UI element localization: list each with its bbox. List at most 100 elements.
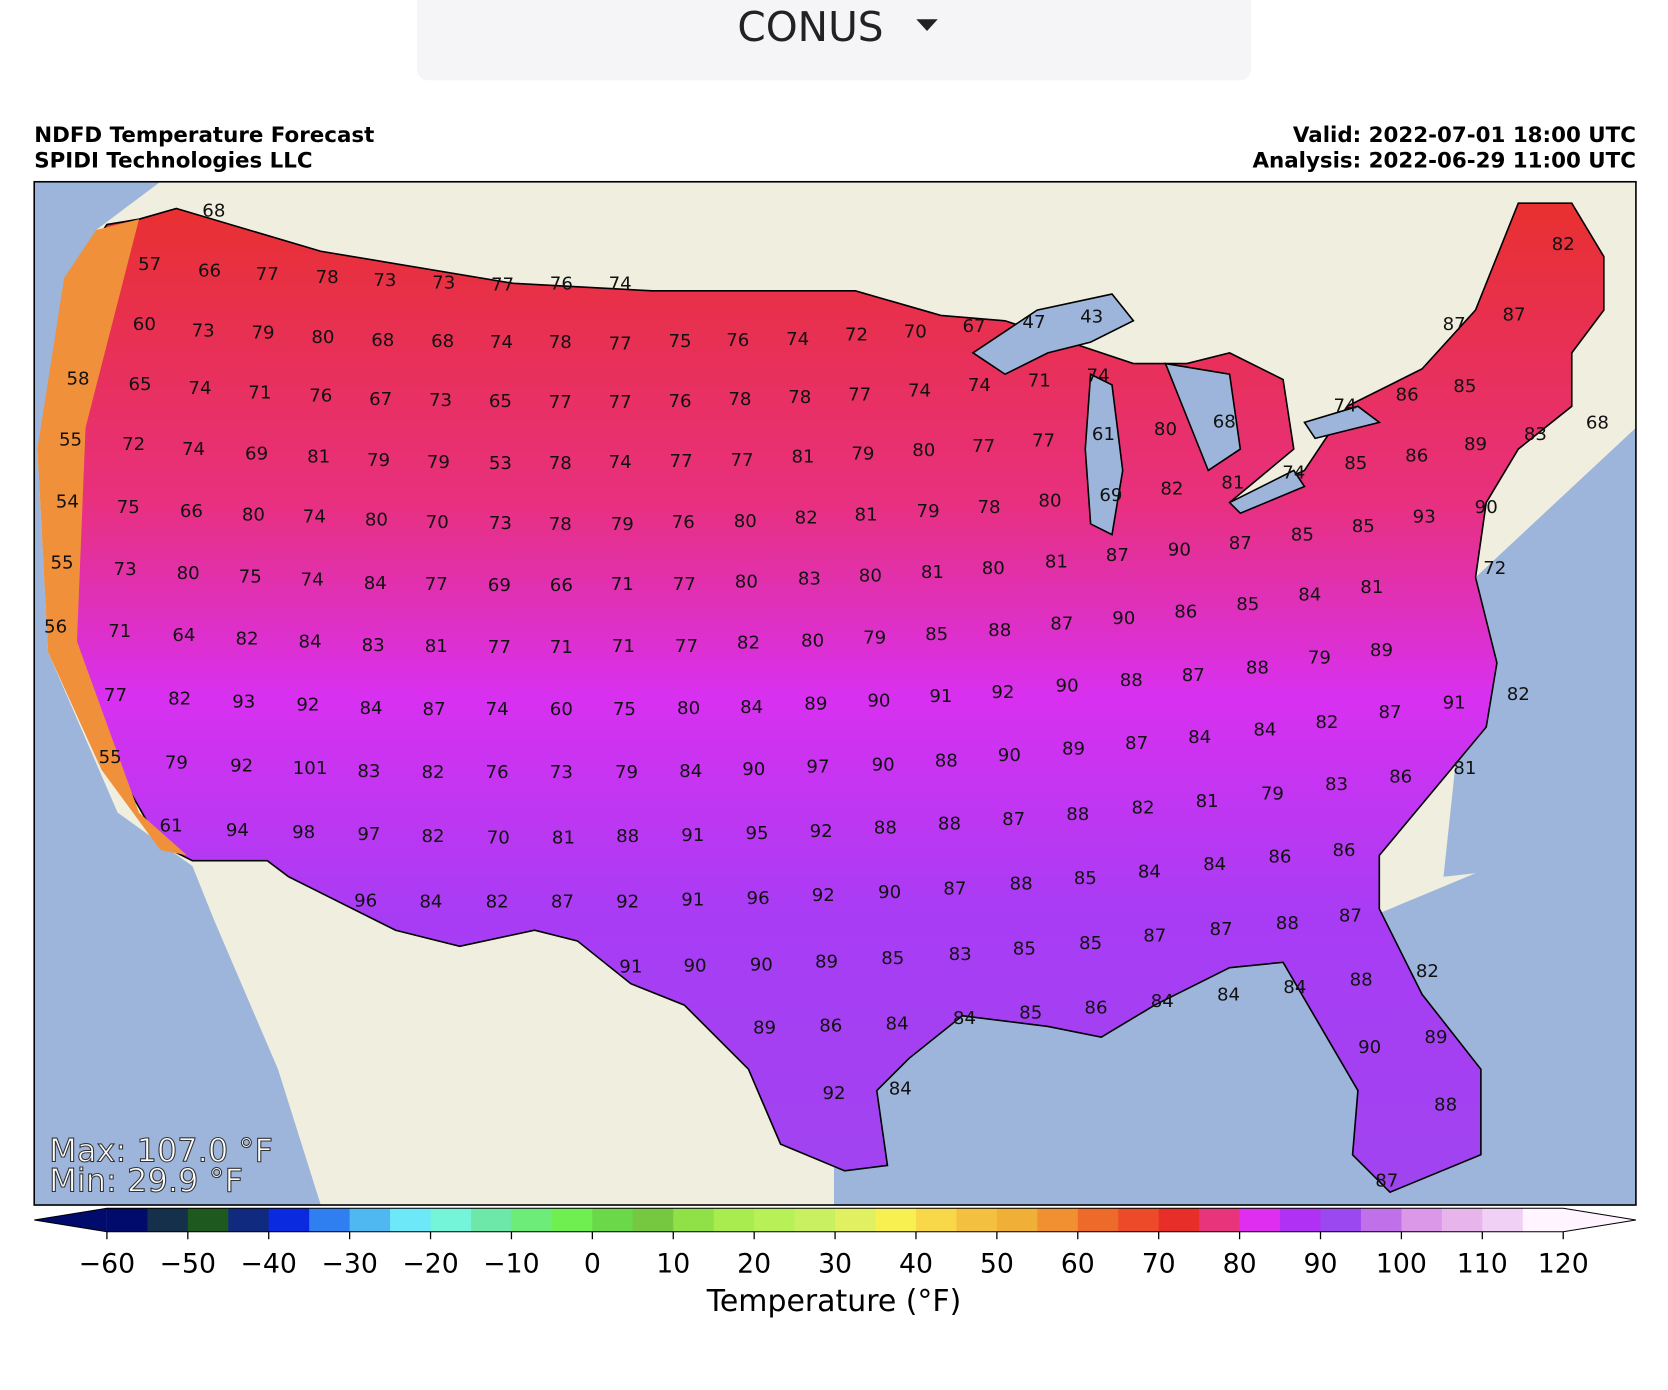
station-temp: 73 [550, 762, 573, 783]
color-bin [551, 1208, 593, 1232]
station-temp: 64 [172, 625, 195, 646]
station-temp: 84 [953, 1008, 976, 1029]
station-temp: 58 [66, 369, 89, 390]
color-bin [713, 1208, 755, 1232]
station-temp: 87 [1339, 905, 1362, 926]
color-bin [1482, 1208, 1524, 1232]
station-temp: 90 [1475, 497, 1498, 518]
station-temp: 87 [1502, 304, 1525, 325]
station-temp: 77 [549, 392, 572, 413]
station-temp: 81 [921, 562, 944, 583]
station-temp: 71 [248, 382, 271, 403]
station-temp: 85 [1079, 933, 1102, 954]
color-bin [228, 1208, 270, 1232]
station-temp: 74 [609, 452, 632, 473]
station-temp: 76 [726, 330, 749, 351]
station-temp: 79 [1308, 648, 1331, 669]
station-temp: 82 [486, 891, 509, 912]
color-bin [1077, 1208, 1119, 1232]
station-temp: 91 [681, 889, 704, 910]
station-temp: 74 [1087, 365, 1110, 386]
color-bin [187, 1208, 229, 1232]
station-temp: 73 [192, 320, 215, 341]
station-temp: 78 [977, 497, 1000, 518]
color-bin [268, 1208, 310, 1232]
color-bin [1280, 1208, 1322, 1232]
station-temp: 79 [851, 443, 874, 464]
station-temp: 55 [50, 552, 73, 573]
station-temp: 80 [1154, 419, 1177, 440]
station-temp: 79 [427, 452, 450, 473]
station-temp: 54 [56, 492, 79, 513]
station-temp: 74 [609, 273, 632, 294]
station-temp: 89 [1370, 640, 1393, 661]
color-bin [1522, 1208, 1564, 1232]
station-temp: 96 [354, 890, 377, 911]
station-temp: 61 [160, 816, 183, 837]
map-frame [33, 180, 1637, 1206]
station-temp: 74 [786, 329, 809, 350]
color-bin [1239, 1208, 1281, 1232]
tick-label: −20 [402, 1248, 458, 1279]
tick-label: 10 [656, 1248, 690, 1279]
station-temp: 90 [878, 882, 901, 903]
station-temp: 74 [182, 439, 205, 460]
station-temp: 77 [1032, 431, 1055, 452]
station-temp: 85 [1352, 516, 1375, 537]
station-temp: 87 [1375, 1170, 1398, 1191]
color-bin [1037, 1208, 1079, 1232]
station-temp: 70 [426, 512, 449, 533]
station-temp: 69 [488, 575, 511, 596]
min-label: Min: 29.9 °F [49, 1162, 243, 1200]
station-temp: 78 [316, 267, 339, 288]
station-temp: 93 [1413, 507, 1436, 528]
station-temp: 67 [369, 389, 392, 410]
tick-label: 30 [818, 1248, 852, 1279]
station-temp: 73 [373, 270, 396, 291]
station-temp: 80 [801, 631, 824, 652]
station-temp: 77 [972, 436, 995, 457]
station-temp: 90 [1168, 540, 1191, 561]
tick-label: 40 [899, 1248, 933, 1279]
station-temp: 81 [855, 504, 878, 525]
selector-box[interactable] [417, 0, 1251, 81]
station-temp: 77 [670, 451, 693, 472]
colorbar-label: Temperature (°F) [706, 1284, 962, 1319]
station-temp: 72 [122, 434, 145, 455]
selector-label[interactable]: CONUS [737, 3, 883, 51]
station-temp: 91 [929, 686, 952, 707]
station-temp: 66 [550, 575, 573, 596]
lake [971, 293, 1135, 376]
region-selector[interactable]: CONUS [417, 0, 1251, 81]
station-temp: 77 [730, 450, 753, 471]
tick-label: −40 [241, 1248, 297, 1279]
pacific [34, 181, 321, 1206]
station-temp: 81 [425, 636, 448, 657]
station-temp: 84 [419, 891, 442, 912]
station-temp: 77 [491, 274, 514, 295]
station-temp: 84 [1188, 727, 1211, 748]
station-temp: 74 [301, 570, 324, 591]
station-temp: 85 [1236, 594, 1259, 615]
station-temp: 93 [232, 691, 255, 712]
station-temp: 89 [1062, 739, 1085, 760]
station-temp: 85 [1453, 376, 1476, 397]
tick-label: 70 [1142, 1248, 1176, 1279]
station-temp: 81 [307, 447, 330, 468]
station-temp: 86 [1174, 602, 1197, 623]
station-temp: 57 [138, 254, 161, 275]
station-temp: 75 [613, 699, 636, 720]
station-temp: 92 [296, 695, 319, 716]
caret[interactable] [916, 19, 938, 32]
lake [1228, 469, 1306, 515]
station-temp: 101 [293, 758, 328, 779]
station-temp: 68 [1586, 412, 1609, 433]
station-temp: 82 [1507, 684, 1530, 705]
station-temp: 77 [488, 637, 511, 658]
station-temp: 84 [740, 697, 763, 718]
station-temp: 73 [114, 559, 137, 580]
station-temp: 79 [1261, 783, 1284, 804]
station-temp: 80 [735, 572, 758, 593]
color-bin [1401, 1208, 1443, 1232]
station-temp: 81 [791, 447, 814, 468]
